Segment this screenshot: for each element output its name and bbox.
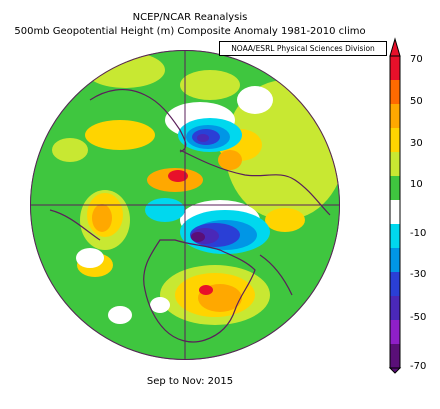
anomaly-max-positive — [168, 170, 213, 295]
coastlines — [49, 88, 331, 343]
colorbar-segment — [390, 152, 400, 177]
title-line-1: NCEP/NCAR Reanalysis — [132, 12, 248, 23]
colorbar-segment — [390, 272, 400, 297]
colorbar-segment — [390, 128, 400, 153]
colorbar-segment — [390, 248, 400, 273]
polar-map — [30, 40, 350, 364]
colorbar-segment — [390, 224, 400, 249]
colorbar-segment — [390, 296, 400, 321]
colorbar-segment — [390, 80, 400, 105]
colorbar-segment — [390, 200, 400, 225]
polar-map-svg — [30, 50, 340, 360]
colorbar-tick-50: 50 — [410, 96, 423, 107]
colorbar-bottom-arrow — [388, 367, 402, 374]
colorbar-svg — [388, 37, 402, 374]
colorbar-tick-30: 30 — [410, 138, 423, 149]
colorbar-segment — [390, 344, 400, 369]
anomaly-min-negative — [191, 232, 205, 242]
colorbar-segment — [390, 320, 400, 345]
colorbar-segment — [390, 104, 400, 129]
map-border — [30, 50, 340, 360]
title-line-2: 500mb Geopotential Height (m) Composite … — [14, 26, 366, 37]
colorbar — [380, 35, 410, 379]
colorbar-tick-70: 70 — [410, 54, 423, 65]
colorbar-top-arrow — [389, 37, 401, 57]
colorbar-tick-neg50: -50 — [410, 312, 427, 323]
colorbar-tick-neg30: -30 — [410, 269, 427, 280]
colorbar-tick-10: 10 — [410, 179, 423, 190]
colorbar-segment — [390, 56, 400, 81]
colorbar-segment — [390, 176, 400, 201]
credit-label: NOAA/ESRL Physical Sciences Division — [219, 41, 387, 56]
colorbar-tick-neg70: -70 — [410, 361, 427, 372]
period-label: Sep to Nov: 2015 — [146, 376, 234, 387]
grid-lines — [30, 50, 340, 360]
colorbar-tick-neg10: -10 — [410, 228, 427, 239]
